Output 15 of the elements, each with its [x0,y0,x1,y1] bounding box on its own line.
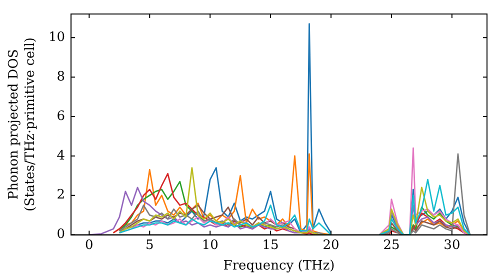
x-tick-label: 25 [383,238,400,253]
x-axis-title: Frequency (THz) [223,258,335,274]
x-tick-label: 20 [322,238,340,253]
y-axis-title: Phonon projected DOS (States/THz·primitive cell) [6,37,38,212]
x-tick-label: 15 [262,238,279,253]
x-tick-label: 5 [146,238,154,253]
x-tick-label: 30 [444,238,460,253]
y-tick-label: 8 [56,69,66,84]
y-tick-label: 0 [56,227,66,242]
y-tick-label: 10 [48,30,66,46]
x-tick-label: 0 [85,238,94,253]
y-tick-label: 4 [56,148,66,164]
y-tick-label: 2 [56,188,66,203]
y-tick-label: 6 [56,108,66,124]
x-tick-label: 10 [202,238,218,253]
